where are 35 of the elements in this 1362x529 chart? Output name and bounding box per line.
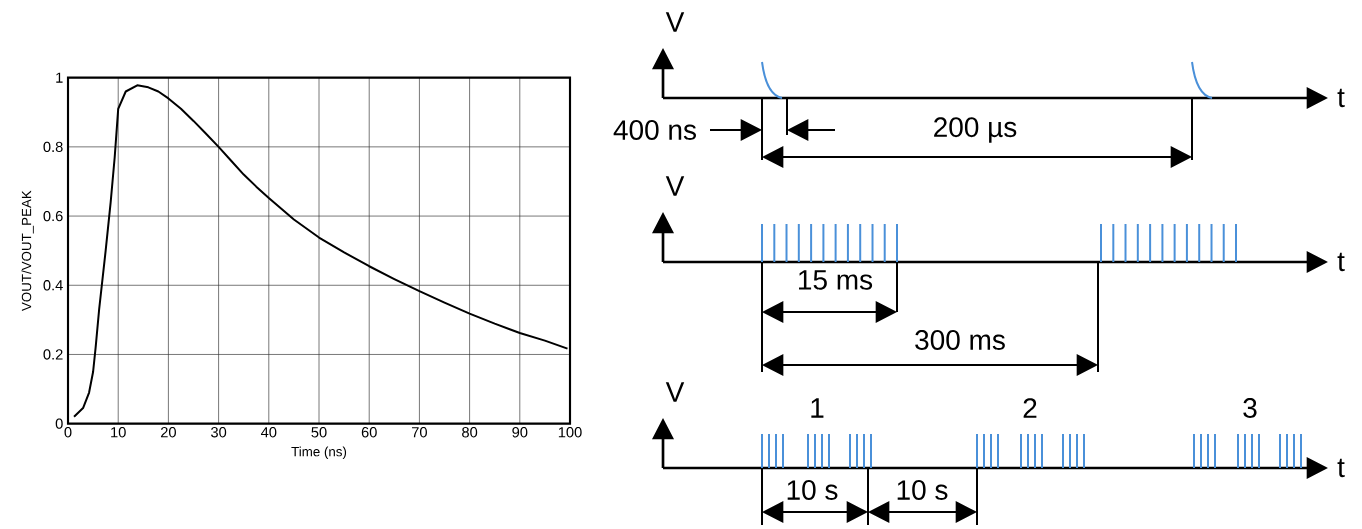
y-tick-label: 0.2	[43, 349, 63, 360]
x-tick-label: 80	[462, 427, 478, 438]
y-tick-label: 0.4	[43, 280, 63, 291]
text: t	[1337, 252, 1345, 272]
y-tick-label: 0.6	[43, 210, 63, 222]
text: V	[665, 382, 685, 402]
x-tick-label: 30	[211, 427, 227, 438]
text: 400 ns	[613, 120, 696, 140]
y-tick-label: 0	[55, 418, 63, 429]
x-tick-label: 70	[412, 427, 427, 438]
text: t	[1337, 88, 1345, 108]
x-tick-label: 40	[260, 427, 277, 438]
text: 3	[1243, 398, 1257, 418]
line-series	[73, 84, 569, 418]
text: 2	[1023, 398, 1037, 418]
y-tick-label: 0.8	[43, 141, 63, 153]
x-tick-label: 0	[64, 427, 72, 438]
text: 200 µs	[934, 117, 1017, 143]
x-tick-label: 20	[160, 427, 176, 438]
text: 15 ms	[799, 270, 873, 290]
x-axis-title: Time (ns)	[291, 446, 347, 459]
y-axis-title: VOUT/VOUT_PEAK	[21, 190, 34, 311]
y-tick-label: 1	[56, 72, 63, 83]
x-tick-label: 60	[361, 427, 377, 438]
x-tick-label: 50	[311, 427, 327, 438]
text: t	[1337, 458, 1345, 478]
text: 300 ms	[915, 330, 1005, 350]
text: 1	[811, 398, 824, 418]
text: 10 s	[787, 480, 838, 500]
text: 10 s	[897, 480, 948, 500]
text: V	[665, 176, 685, 196]
x-tick-label: 100	[558, 427, 582, 438]
x-tick-label: 90	[512, 427, 528, 438]
text: V	[665, 12, 685, 32]
x-tick-label: 10	[111, 427, 126, 438]
